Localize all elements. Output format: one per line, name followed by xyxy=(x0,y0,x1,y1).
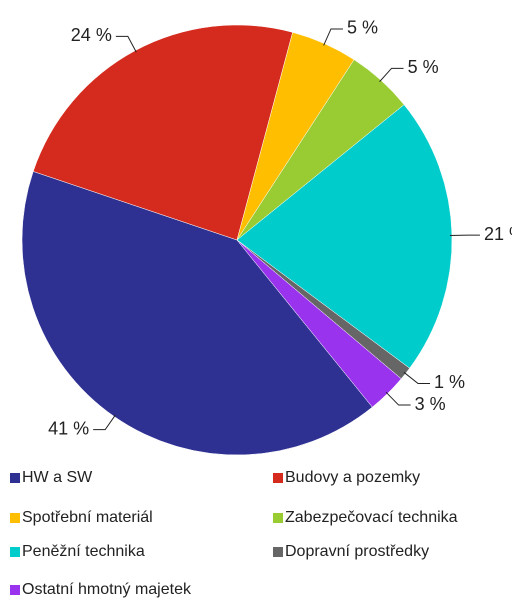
data-label: 41 % xyxy=(48,418,89,438)
legend-swatch xyxy=(273,473,283,483)
leader-line xyxy=(115,35,137,53)
legend-swatch xyxy=(10,547,20,557)
data-label: 5 % xyxy=(408,57,439,77)
leader-line xyxy=(93,414,116,431)
leader-line xyxy=(385,391,411,406)
legend-swatch xyxy=(273,547,283,557)
legend-label: Dopravní prostředky xyxy=(285,543,429,560)
legend-swatch xyxy=(10,585,20,595)
data-label: 3 % xyxy=(415,394,446,414)
data-label: 1 % xyxy=(434,372,465,392)
legend-label: HW a SW xyxy=(22,469,93,486)
leader-line xyxy=(403,371,431,384)
data-label: 24 % xyxy=(71,25,112,45)
data-label: 21 % xyxy=(484,224,512,244)
legend-label: Zabezpečovací technika xyxy=(285,509,458,526)
leader-line xyxy=(379,67,404,83)
legend-label: Peněžní technika xyxy=(22,543,145,560)
data-label: 5 % xyxy=(347,18,378,38)
legend-label: Budovy a pozemky xyxy=(285,469,420,486)
legend-label: Ostatní hmotný majetek xyxy=(22,581,192,598)
leader-line xyxy=(323,28,343,46)
legend-swatch xyxy=(10,513,20,523)
legend-swatch xyxy=(10,473,20,483)
legend-swatch xyxy=(273,513,283,523)
legend-label: Spotřební materiál xyxy=(22,509,153,526)
